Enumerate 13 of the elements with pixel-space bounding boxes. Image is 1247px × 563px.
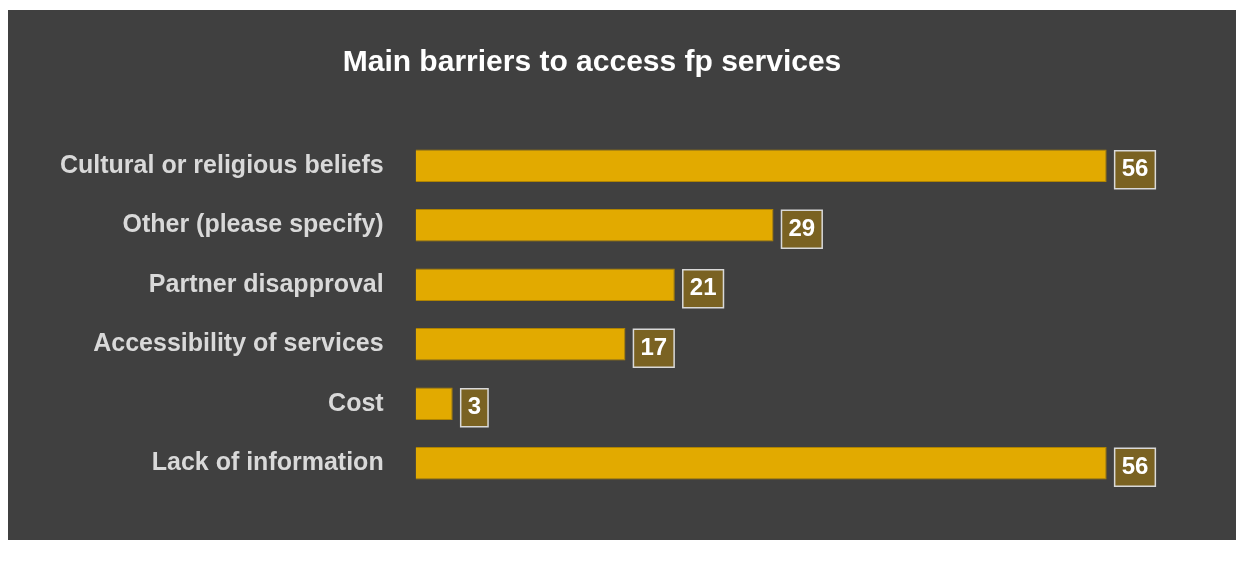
y-tick-label: Lack of information <box>151 447 384 476</box>
chart-title: Main barriers to access fp services <box>342 44 842 78</box>
data-label: 21 <box>689 273 717 301</box>
y-tick-label: Cultural or religious beliefs <box>60 149 384 178</box>
data-label: 3 <box>467 392 482 420</box>
y-tick-label: Cost <box>328 387 385 416</box>
y-tick-label: Accessibility of services <box>93 328 384 357</box>
y-tick-label: Other (please specify) <box>122 209 384 238</box>
y-tick-label: Partner disapproval <box>148 268 384 297</box>
data-label: 17 <box>640 332 668 360</box>
data-label: 56 <box>1121 154 1149 182</box>
data-label: 56 <box>1121 451 1149 479</box>
data-label: 29 <box>788 213 816 241</box>
